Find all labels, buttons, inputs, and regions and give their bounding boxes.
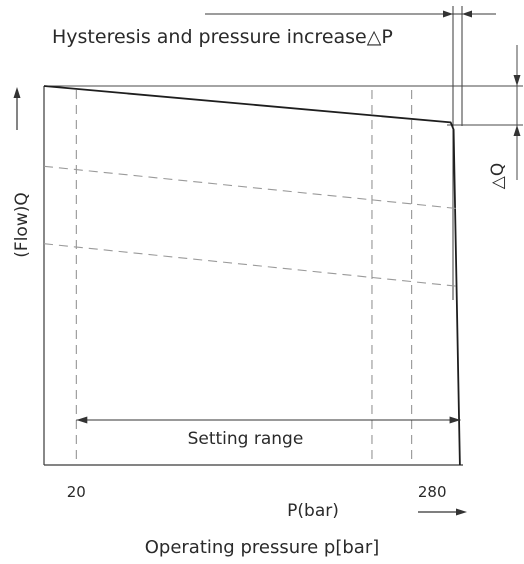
x-tick-label-20: 20	[67, 483, 86, 501]
delta-p-arrow-right	[462, 10, 472, 18]
y-axis-label: (Flow)Q	[12, 192, 32, 257]
series-line-1-solid	[43, 85, 461, 466]
delta-q-arrow-top	[513, 75, 521, 86]
x-axis-arrow-head	[456, 508, 467, 516]
setting-range-label: Setting range	[188, 429, 304, 449]
x-tick-label-280: 280	[418, 483, 447, 501]
delta-p-arrow-left	[443, 10, 453, 18]
setting-range-arrow-right	[449, 416, 461, 424]
y-axis-arrow-head	[13, 87, 21, 98]
chart-title: Hysteresis and pressure increase△P	[52, 26, 393, 48]
series-line-3-dashed	[43, 243, 456, 287]
x-axis-label: Operating pressure p[bar]	[145, 537, 380, 558]
delta-q-label: △Q	[488, 163, 508, 189]
setting-range-arrow-left	[76, 416, 88, 424]
series-line-2-dashed	[43, 165, 456, 209]
x-unit-label: P(bar)	[287, 501, 339, 521]
delta-q-arrow-bottom	[513, 125, 521, 136]
